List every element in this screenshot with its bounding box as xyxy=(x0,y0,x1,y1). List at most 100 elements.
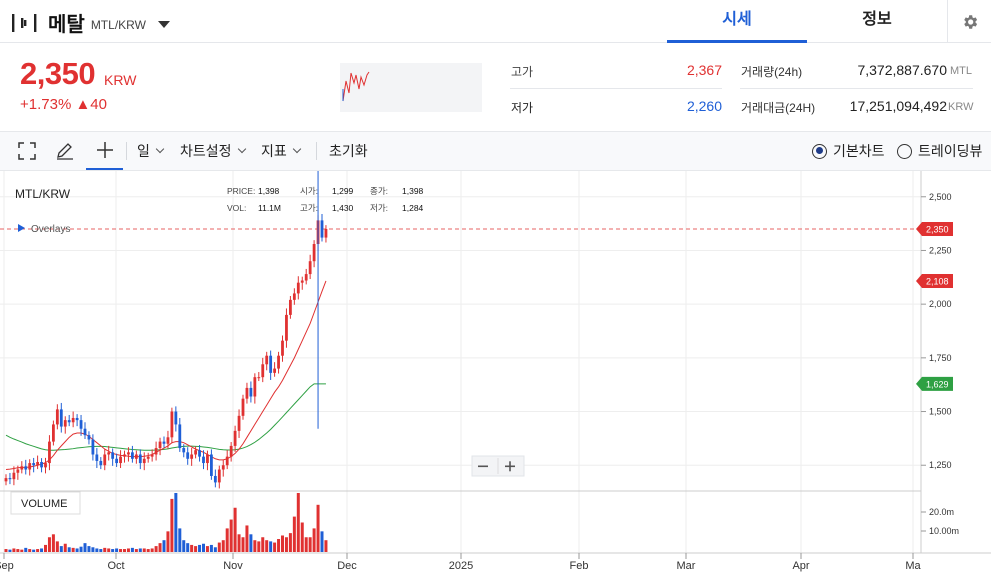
candles xyxy=(4,164,328,489)
info-vol-label: VOL: xyxy=(227,203,246,213)
y-tick-label: 2,250 xyxy=(929,245,952,255)
candle-body xyxy=(162,441,166,444)
play-icon[interactable] xyxy=(18,224,25,232)
volume-bar xyxy=(170,498,174,552)
candle-body xyxy=(300,280,304,283)
settings-button[interactable] xyxy=(947,0,991,43)
crosshair-icon xyxy=(96,142,113,158)
candle-body xyxy=(8,478,12,480)
volume-bar xyxy=(198,544,202,552)
volume-bar xyxy=(40,548,44,552)
candle-body xyxy=(24,466,28,470)
candle-body xyxy=(324,228,328,238)
volume-bar xyxy=(67,547,71,552)
x-tick-label: Feb xyxy=(570,560,589,572)
volume-bar xyxy=(265,540,269,552)
price-tag: 2,108 xyxy=(916,273,953,288)
volume-bar xyxy=(36,549,40,552)
candle-body xyxy=(138,454,142,464)
candle-body xyxy=(170,411,174,438)
candle-body xyxy=(273,368,276,373)
candle-body xyxy=(111,452,115,459)
candle-body xyxy=(40,462,43,468)
volume-bar xyxy=(273,542,277,552)
volume-bar xyxy=(288,533,292,552)
info-price: 1,398 xyxy=(258,186,280,196)
candlestick-chart-svg[interactable]: 2,500 2,250 2,000 1,750 1,500 1,250 20.0m 10.00… xyxy=(0,164,991,580)
reset-button[interactable]: 초기화 xyxy=(329,143,368,159)
candle-body xyxy=(241,398,245,416)
candle-body xyxy=(95,454,99,461)
price-tags: 2,350 2,108 1,629 xyxy=(916,221,953,391)
volume-bar xyxy=(119,549,123,552)
volume-bar xyxy=(178,528,182,552)
volume-bar xyxy=(213,547,217,552)
volume-label: VOLUME xyxy=(21,498,67,510)
radio-selected-icon xyxy=(812,143,827,159)
candle-body xyxy=(59,409,63,427)
low-value: 2,260 xyxy=(686,98,722,114)
candle-body xyxy=(174,411,178,425)
candle-body xyxy=(202,456,205,464)
volume-bar xyxy=(138,548,142,552)
zoom-out-icon[interactable] xyxy=(478,465,488,468)
candle-body xyxy=(115,458,118,464)
volume-bar xyxy=(28,549,32,552)
info-open: 1,299 xyxy=(332,186,354,196)
tradingview-radio[interactable]: 트레이딩뷰 xyxy=(897,132,982,170)
volume-bars xyxy=(4,493,328,552)
candle-body xyxy=(83,428,87,436)
volume-bar xyxy=(202,543,205,552)
ohlc-info: PRICE: 1,398 시가: 1,299 종가: 1,398 VOL: 11… xyxy=(227,186,424,213)
volume-bar xyxy=(245,525,249,552)
candle-body xyxy=(12,472,16,480)
candle-body xyxy=(52,424,55,442)
volume-bar xyxy=(150,548,154,552)
candle-body xyxy=(36,462,39,466)
period-select[interactable]: 일 xyxy=(137,132,165,170)
candle-body xyxy=(190,454,194,459)
basic-chart-radio[interactable]: 기본차트 xyxy=(812,132,885,170)
candle-body xyxy=(75,417,79,421)
coin-selector[interactable]: 메탈 MTL/KRW xyxy=(10,8,170,37)
volume-bar xyxy=(229,519,233,552)
volume-bar xyxy=(241,537,245,552)
candle-body xyxy=(265,355,269,365)
y-tick-label: 1,750 xyxy=(929,353,952,363)
crosshair-button[interactable] xyxy=(86,132,123,170)
candle-body xyxy=(206,454,209,464)
tab-info[interactable]: 정보 xyxy=(862,11,892,28)
draw-button[interactable] xyxy=(55,132,75,170)
gear-icon xyxy=(963,14,977,29)
x-tick-label: 2025 xyxy=(449,560,473,572)
candle-body xyxy=(99,460,103,466)
candle-body xyxy=(194,450,197,455)
volume-bar xyxy=(316,504,320,552)
volume-bar xyxy=(253,540,257,552)
chart-settings-select[interactable]: 차트설정 xyxy=(180,132,246,170)
volume-bar xyxy=(292,516,296,552)
fullscreen-button[interactable] xyxy=(18,132,36,170)
x-tick-label: Oct xyxy=(107,560,124,572)
candle-body xyxy=(67,420,71,423)
price-unit: KRW xyxy=(104,72,137,88)
info-price-label: PRICE: xyxy=(227,186,255,196)
volume-bar xyxy=(158,543,162,552)
candle-body xyxy=(32,463,36,466)
volume-bar xyxy=(71,547,75,552)
candle-body xyxy=(131,452,134,459)
volume-bar xyxy=(217,542,221,552)
price-chart[interactable]: 2,500 2,250 2,000 1,750 1,500 1,250 20.0m 10.00… xyxy=(0,164,991,580)
overlays-label[interactable]: Overlays xyxy=(31,224,70,235)
volume-bar xyxy=(130,547,134,552)
tab-quote[interactable]: 시세 xyxy=(667,0,807,43)
y-tick-label: 1,500 xyxy=(929,407,952,417)
zoom-in-icon-vertical[interactable] xyxy=(509,461,511,472)
amount-value: 17,251,094,492 xyxy=(849,98,947,114)
volume-unit: MTL xyxy=(950,65,972,77)
indicator-select[interactable]: 지표 xyxy=(261,132,302,170)
candle-body xyxy=(225,456,229,466)
price-tag-shape xyxy=(916,376,953,391)
volume-bar xyxy=(55,541,59,552)
dropdown-caret-icon[interactable] xyxy=(157,21,170,28)
